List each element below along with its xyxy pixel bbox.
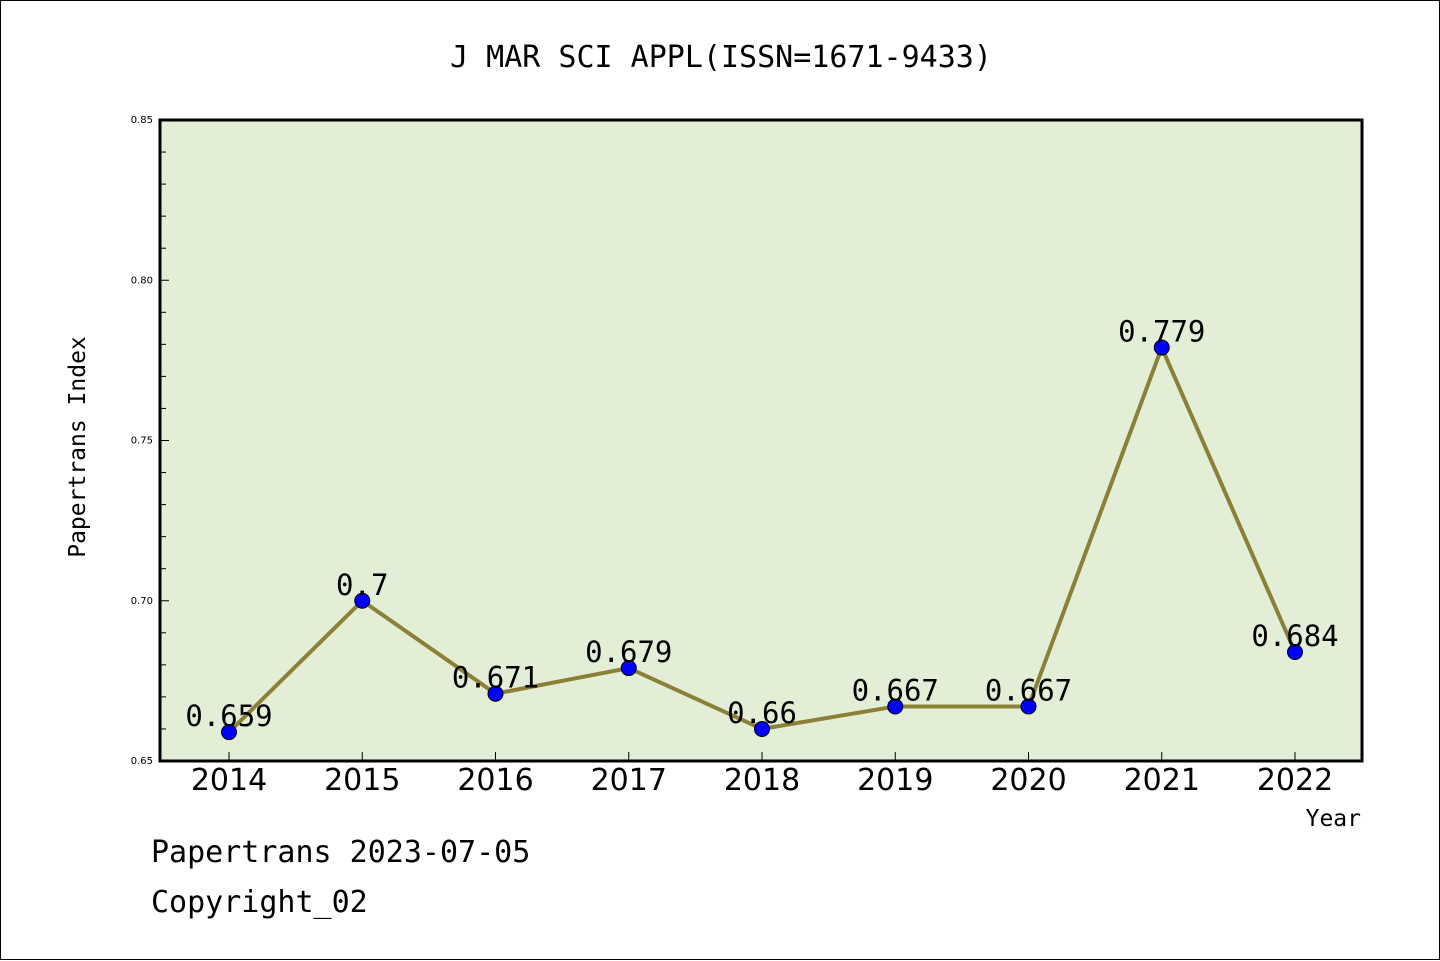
data-label: 0.684: [1251, 619, 1338, 653]
x-tick-label: 2014: [191, 763, 267, 798]
y-tick-label: 0.75: [131, 436, 153, 447]
data-point: [1287, 644, 1303, 661]
y-tick-label: 0.70: [131, 596, 153, 607]
x-tick-label: 2015: [324, 763, 400, 798]
data-label: 0.7: [336, 568, 388, 602]
data-point: [354, 592, 371, 609]
data-label: 0.667: [985, 674, 1072, 708]
x-tick-label: 2016: [457, 763, 533, 798]
y-axis-label: Papertrans Index: [65, 336, 91, 558]
plot-area: [160, 120, 1362, 761]
x-tick-label: 2017: [591, 763, 667, 798]
y-tick-label: 0.85: [131, 115, 153, 126]
data-point: [887, 698, 904, 715]
data-point: [620, 660, 637, 677]
plot-border: [158, 118, 1364, 763]
data-label: 0.66: [727, 696, 797, 730]
x-tick-label: 2019: [857, 763, 933, 798]
x-tick-label: 2022: [1257, 763, 1333, 798]
footer-copyright: Copyright_02: [151, 885, 368, 920]
data-label: 0.667: [852, 674, 939, 708]
x-tick-label: 2021: [1124, 763, 1200, 798]
data-point: [487, 685, 504, 702]
x-tick-label: 2018: [724, 763, 800, 798]
data-label: 0.779: [1118, 315, 1205, 349]
chart-title: J MAR SCI APPL(ISSN=1671-9433): [450, 40, 992, 75]
data-label: 0.659: [185, 699, 272, 733]
data-point: [1153, 339, 1170, 356]
y-tick-label: 0.65: [131, 756, 153, 767]
footer-date: Papertrans 2023-07-05: [151, 835, 531, 870]
x-axis-label: Year: [1306, 806, 1361, 832]
data-point: [221, 724, 237, 741]
data-point: [1020, 698, 1037, 715]
y-tick-label: 0.80: [131, 275, 153, 286]
data-label: 0.679: [585, 635, 672, 669]
data-label: 0.671: [452, 661, 539, 695]
x-tick-label: 2020: [990, 763, 1066, 798]
data-point: [754, 720, 770, 737]
